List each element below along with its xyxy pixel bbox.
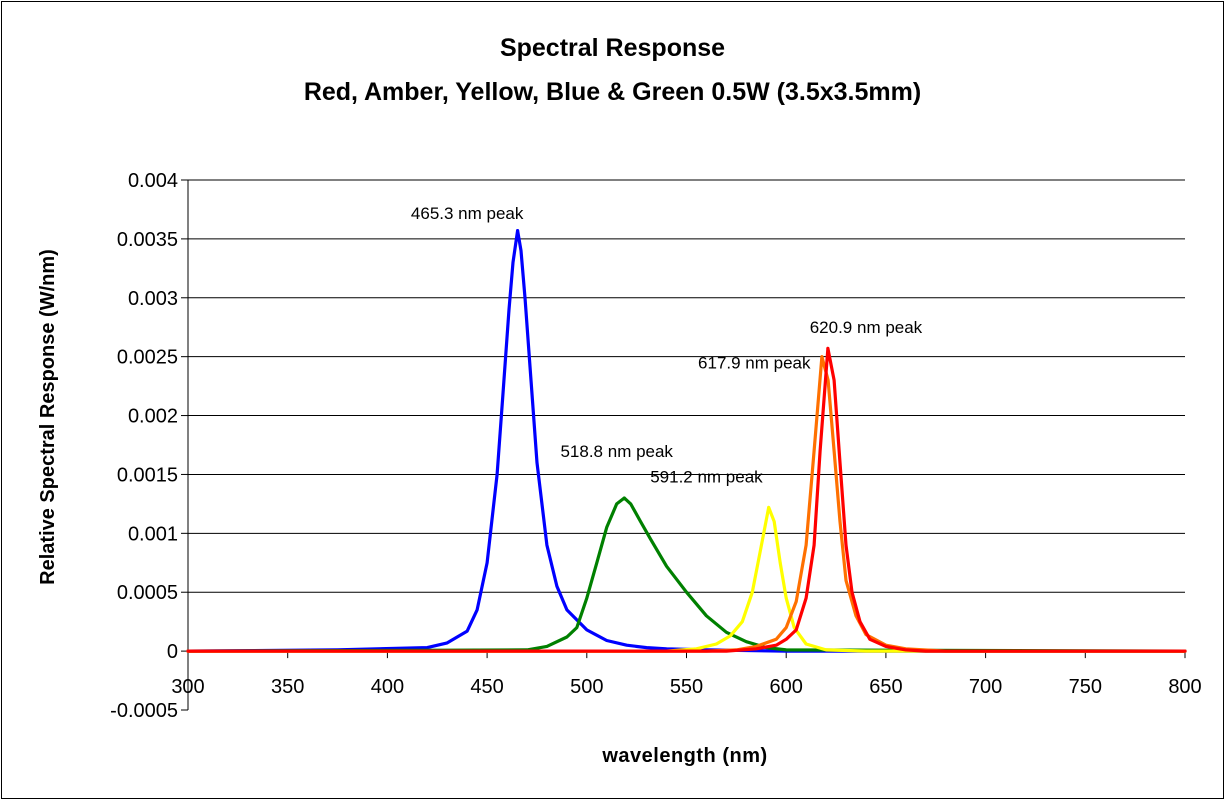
x-axis-label: wavelength (nm) bbox=[601, 745, 767, 767]
series-line-3 bbox=[186, 355, 1187, 653]
y-tick-label: 0.0015 bbox=[117, 464, 178, 486]
series-line-4 bbox=[186, 346, 1187, 653]
series-line-0 bbox=[186, 229, 1187, 653]
y-tick-label: 0.0025 bbox=[117, 347, 178, 369]
x-tick-label: 600 bbox=[770, 676, 803, 698]
y-tick-label: 0 bbox=[167, 641, 178, 663]
series-peak-point bbox=[826, 346, 830, 350]
y-tick-label: 0.003 bbox=[128, 288, 178, 310]
x-tick-label: 550 bbox=[670, 676, 703, 698]
peak-annotation: 518.8 nm peak bbox=[560, 442, 673, 461]
series-peak-point bbox=[767, 505, 771, 509]
y-tick-label: 0.004 bbox=[128, 170, 178, 192]
x-tick-label: 700 bbox=[969, 676, 1002, 698]
peak-annotation: 465.3 nm peak bbox=[411, 204, 524, 223]
y-axis-label: Relative Spectral Response (W/nm) bbox=[37, 249, 59, 585]
series-peak-point bbox=[622, 496, 626, 500]
peak-annotation: 620.9 nm peak bbox=[810, 318, 923, 337]
series-peak-point bbox=[516, 229, 520, 233]
chart-title: Spectral Response bbox=[499, 34, 726, 62]
x-tick-label: 800 bbox=[1168, 676, 1201, 698]
x-tick-label: 300 bbox=[171, 676, 204, 698]
x-tick-label: 400 bbox=[371, 676, 404, 698]
series-line-1 bbox=[186, 496, 1187, 653]
x-tick-label: 650 bbox=[869, 676, 902, 698]
x-tick-label: 350 bbox=[271, 676, 304, 698]
peak-annotation: 617.9 nm peak bbox=[698, 353, 811, 372]
x-tick-label: 750 bbox=[1069, 676, 1102, 698]
series-line-2 bbox=[186, 505, 1187, 653]
x-tick-label: 500 bbox=[570, 676, 603, 698]
chart-subtitle: Red, Amber, Yellow, Blue & Green 0.5W (3… bbox=[303, 78, 922, 106]
y-tick-label: -0.0005 bbox=[110, 700, 178, 722]
y-tick-label: 0.002 bbox=[128, 406, 178, 428]
y-tick-label: 0.001 bbox=[128, 523, 178, 545]
y-tick-label: 0.0005 bbox=[117, 582, 178, 604]
series-peak-point bbox=[820, 355, 824, 359]
y-tick-label: 0.0035 bbox=[117, 229, 178, 251]
peak-annotation: 591.2 nm peak bbox=[650, 468, 763, 487]
x-tick-label: 450 bbox=[470, 676, 503, 698]
